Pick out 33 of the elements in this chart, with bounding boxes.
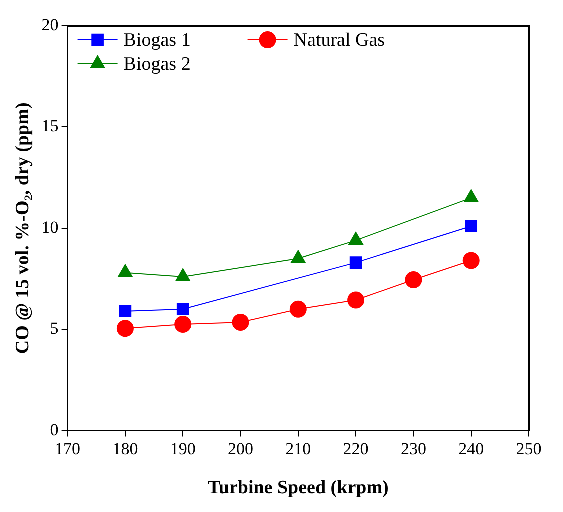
- y-tick-label: 20: [42, 15, 59, 34]
- point: [348, 292, 365, 309]
- point: [464, 190, 479, 203]
- point: [350, 256, 362, 269]
- point: [174, 316, 192, 334]
- point: [290, 250, 306, 264]
- x-tick-label: 240: [458, 439, 484, 458]
- y-tick-label: 15: [42, 116, 59, 136]
- y-axis-title: CO @ 15 vol. %-O₂, dry (ppm): [12, 102, 34, 354]
- point: [119, 305, 132, 318]
- point: [116, 320, 134, 338]
- point: [462, 252, 480, 270]
- y-tick-label: 10: [42, 218, 59, 237]
- point: [232, 314, 250, 332]
- y-tick-label: 0: [50, 420, 59, 440]
- x-tick-label: 220: [343, 439, 369, 458]
- point: [348, 232, 364, 246]
- point: [290, 300, 307, 318]
- x-tick-label: 210: [286, 439, 312, 458]
- point: [405, 272, 422, 289]
- legend-label: Biogas 1: [124, 30, 191, 51]
- x-tick-label: 230: [400, 439, 426, 458]
- legend-label: Biogas 2: [124, 54, 191, 75]
- point: [465, 220, 478, 233]
- point: [176, 303, 190, 316]
- x-tick-label: 200: [228, 439, 254, 458]
- y-tick-label: 5: [50, 319, 59, 338]
- x-tick-label: 250: [516, 439, 542, 458]
- x-tick-label: 170: [55, 439, 81, 458]
- x-tick-label: 180: [112, 439, 138, 458]
- x-axis-title: Turbine Speed (krpm): [208, 478, 389, 499]
- legend-label: Natural Gas: [294, 30, 386, 51]
- x-tick-label: 190: [170, 439, 196, 458]
